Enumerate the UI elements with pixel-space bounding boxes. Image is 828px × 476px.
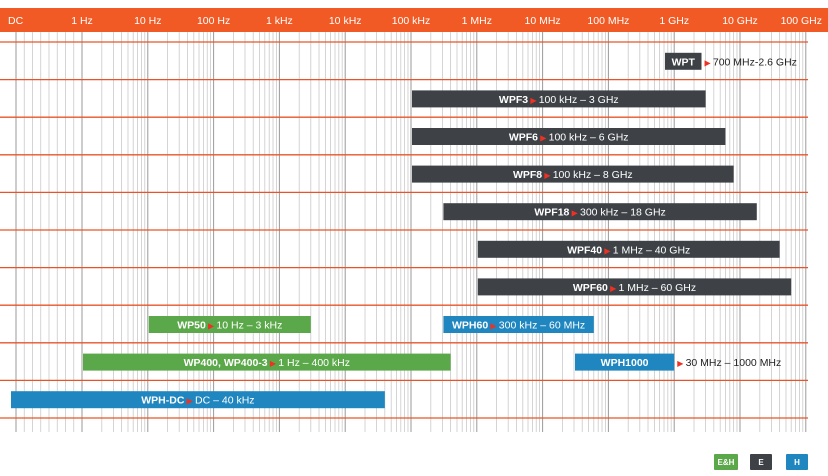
bar-range: 10 Hz – 3 kHz — [216, 320, 282, 332]
bar-arrow-icon: ▶ — [268, 359, 279, 368]
bar-label: WPF18 ▶ 300 kHz – 18 GHz — [534, 207, 665, 219]
tick-label: 1 GHz — [659, 15, 689, 27]
bar-wpf18: WPF18 ▶ 300 kHz – 18 GHz — [443, 203, 757, 221]
bar-range: 1 MHz – 40 GHz — [613, 244, 691, 256]
bar-label: WPF3 ▶ 100 kHz – 3 GHz — [499, 94, 619, 106]
bar-arrow-icon: ▶ — [677, 359, 685, 368]
bar-wp400-wp400-3: WP400, WP400-3 ▶ 1 Hz – 400 kHz — [83, 353, 451, 371]
bar-name: WPH-DC — [141, 395, 185, 407]
bar-rect — [443, 316, 594, 333]
bar-label: WPH-DC ▶ DC – 40 kHz — [141, 395, 254, 407]
bar-rect — [665, 52, 702, 70]
tick-label: 10 kHz — [329, 15, 362, 27]
bar-wp50: WP50 ▶ 10 Hz – 3 kHz — [148, 316, 311, 333]
tick-label: 1 Hz — [71, 15, 93, 27]
bar-range: 100 kHz – 3 GHz — [539, 94, 619, 106]
tick-label: 100 GHz — [781, 15, 822, 27]
bar-arrow-icon: ▶ — [569, 209, 580, 218]
bar-range: 300 kHz – 18 GHz — [580, 207, 666, 219]
bar-wph60: WPH60 ▶ 300 kHz – 60 MHz — [443, 316, 594, 333]
bar-arrow-icon: ▶ — [542, 171, 553, 180]
bar-range: 100 kHz – 6 GHz — [549, 132, 629, 144]
tick-label: 100 kHz — [392, 15, 431, 27]
bar-arrow-icon: ▶ — [705, 58, 713, 67]
tick-label: 10 MHz — [525, 15, 561, 27]
bar-rect — [443, 203, 757, 221]
bar-label-outside: ▶ 30 MHz – 1000 MHz — [677, 357, 781, 369]
bar-range: 100 kHz – 8 GHz — [553, 169, 633, 181]
legend-item-e: E — [750, 454, 772, 470]
bar-name: WPF18 — [534, 207, 569, 219]
bar-label: WPH60 ▶ 300 kHz – 60 MHz — [452, 320, 585, 332]
bar-rect — [477, 278, 792, 296]
bar-name: WPF3 — [499, 94, 528, 106]
bar-rect — [148, 316, 311, 333]
tick-label: 1 kHz — [266, 15, 293, 27]
bar-rect — [412, 128, 726, 145]
bar-name: WPF8 — [513, 169, 542, 181]
bar-rect — [11, 391, 385, 409]
tick-label: DC — [8, 15, 24, 27]
bar-rect — [412, 90, 706, 108]
tick-label: 100 MHz — [587, 15, 629, 27]
axis-header-band — [0, 8, 828, 32]
bar-label: WP400, WP400-3 ▶ 1 Hz – 400 kHz — [184, 357, 350, 369]
bar-name: WP50 — [177, 320, 206, 332]
row-separator-lines — [0, 41, 808, 419]
tick-label: 1 MHz — [462, 15, 492, 27]
bar-name: WPF40 — [567, 244, 602, 256]
bar-wpf40: WPF40 ▶ 1 MHz – 40 GHz — [477, 240, 780, 258]
bar-name: WPH60 — [452, 320, 488, 332]
bar-label: WP50 ▶ 10 Hz – 3 kHz — [177, 320, 282, 332]
bar-arrow-icon: ▶ — [528, 96, 539, 105]
bar-name: WPT — [672, 56, 696, 68]
bar-wph-dc: WPH-DC ▶ DC – 40 kHz — [11, 391, 385, 409]
x-axis-tick-labels: DC 1 Hz 10 Hz 100 Hz 1 kHz 10 kHz 100 kHz 1 MHz… — [8, 15, 822, 27]
bar-label: WPF6 ▶ 100 kHz – 6 GHz — [509, 132, 629, 144]
bar-name: WPF60 — [573, 282, 608, 294]
bar-arrow-icon: ▶ — [608, 284, 619, 293]
bar-range: 1 MHz – 60 GHz — [619, 282, 697, 294]
bar-wpf3: WPF3 ▶ 100 kHz – 3 GHz — [412, 90, 706, 108]
bar-range: DC – 40 kHz — [195, 395, 255, 407]
bar-range: 30 MHz – 1000 MHz — [686, 357, 782, 369]
bar-arrow-icon: ▶ — [602, 246, 613, 255]
bar-rect — [412, 165, 734, 183]
bar-label-outside: ▶ 700 MHz-2.6 GHz — [705, 56, 797, 68]
bar-wpt: WPT ▶ 700 MHz-2.6 GHz — [665, 52, 797, 70]
bar-wpf60: WPF60 ▶ 1 MHz – 60 GHz — [477, 278, 792, 296]
bar-arrow-icon: ▶ — [206, 322, 217, 331]
bar-range: 700 MHz-2.6 GHz — [713, 56, 797, 68]
bar-rect — [477, 240, 780, 258]
bar-name: WPF6 — [509, 132, 538, 144]
bars-layer: WPT ▶ 700 MHz-2.6 GHz WPF3 ▶ 100 kHz – 3 G… — [11, 52, 797, 409]
bar-arrow-icon: ▶ — [488, 322, 499, 331]
legend-item-e-h: E&H — [714, 454, 738, 470]
tick-label: 100 Hz — [197, 15, 230, 27]
bar-arrow-icon: ▶ — [184, 397, 195, 406]
bar-label: WPF40 ▶ 1 MHz – 40 GHz — [567, 244, 690, 256]
bar-name: WPH1000 — [601, 357, 649, 369]
bar-rect — [574, 353, 675, 371]
bar-wpf6: WPF6 ▶ 100 kHz – 6 GHz — [412, 128, 726, 145]
tick-label: 10 Hz — [134, 15, 161, 27]
bar-wpf8: WPF8 ▶ 100 kHz – 8 GHz — [412, 165, 734, 183]
bar-arrow-icon: ▶ — [538, 134, 549, 143]
tick-label: 10 GHz — [722, 15, 758, 27]
bar-name: WP400, WP400-3 — [184, 357, 268, 369]
legend-item-h: H — [786, 454, 808, 470]
bar-rect — [83, 353, 451, 371]
bar-label: WPF8 ▶ 100 kHz – 8 GHz — [513, 169, 633, 181]
bar-wph1000: WPH1000 ▶ 30 MHz – 1000 MHz — [574, 353, 781, 371]
bar-range: 1 Hz – 400 kHz — [278, 357, 350, 369]
bar-label: WPF60 ▶ 1 MHz – 60 GHz — [573, 282, 696, 294]
bar-range: 300 kHz – 60 MHz — [499, 320, 585, 332]
